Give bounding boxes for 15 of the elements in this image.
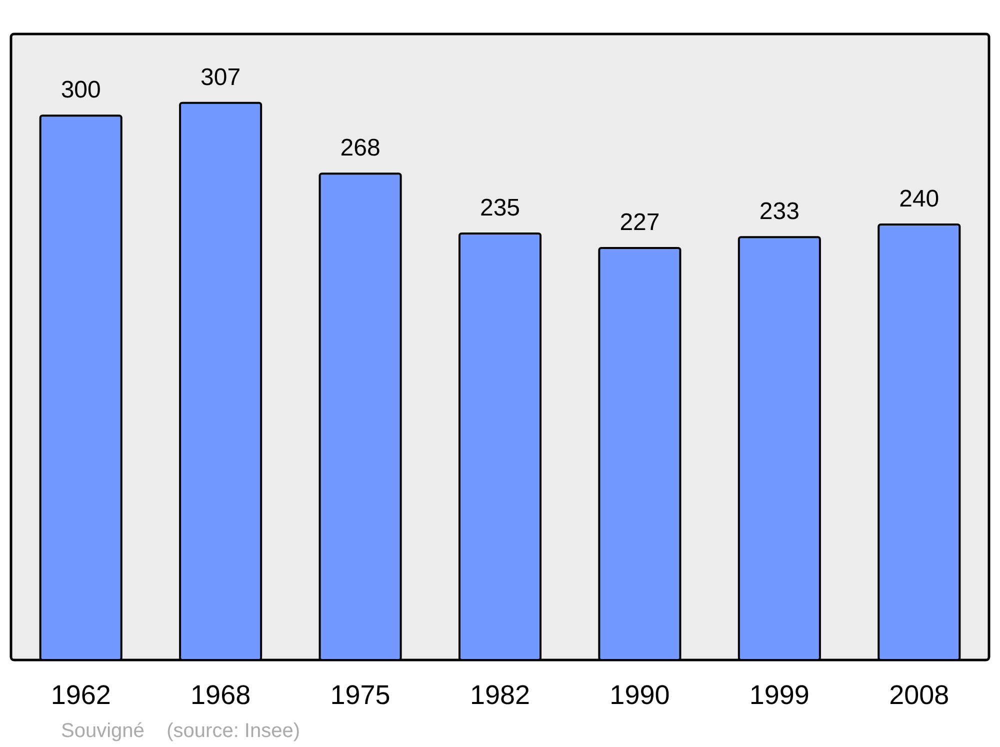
x-tick-label: 1982: [470, 680, 530, 710]
data-label: 268: [340, 134, 380, 162]
data-label: 235: [480, 194, 520, 222]
x-tick-label: 2008: [889, 680, 950, 710]
data-label: 227: [620, 209, 660, 236]
x-tick-label: 1999: [749, 680, 810, 710]
data-label: 300: [60, 76, 101, 104]
x-tick-label: 1990: [610, 680, 670, 710]
x-tick-label: 1962: [50, 680, 111, 710]
data-label: 307: [200, 64, 241, 91]
text: Souvigné (source: Insee): [61, 720, 300, 742]
x-tick-label: 1975: [330, 680, 390, 710]
data-label: 240: [899, 185, 940, 212]
x-tick-label: 1968: [190, 680, 251, 710]
data-label: 233: [759, 198, 800, 226]
